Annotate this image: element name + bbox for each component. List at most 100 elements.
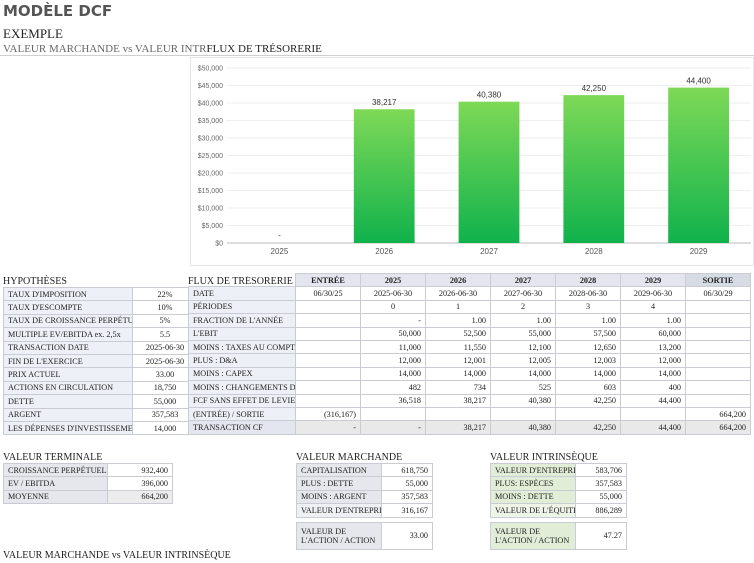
hypothesis-value[interactable]: 14,000 xyxy=(132,420,198,436)
cashflow-column-header: SORTIE xyxy=(685,272,751,288)
market-share-value-row: VALEUR DE L'ACTION / ACTION 33.00 xyxy=(296,522,433,550)
cashflow-cell: 13,200 xyxy=(620,339,686,355)
intrinsic-value-label: PLUS: ESPÈCES xyxy=(490,476,576,491)
cashflow-cell: 2028-06-30 xyxy=(555,286,621,301)
market-value-row: MOINS : ARGENT 357,583 xyxy=(296,489,433,505)
cashflow-cell: 12,000 xyxy=(620,353,686,368)
terminal-value-label: EV / EBITDA xyxy=(3,476,108,491)
hypothesis-label: TAUX D'IMPOSITION xyxy=(3,286,133,302)
cashflow-cell: 36,518 xyxy=(360,393,426,408)
intrinsic-value-label: VALEUR DE L'ÉQUITÉ xyxy=(490,503,576,518)
chart-y-tick-label: $5,000 xyxy=(202,223,224,230)
cashflow-cell: - xyxy=(360,420,426,435)
chart-data-label: 38,217 xyxy=(372,98,397,107)
terminal-value-row: EV / EBITDA 396,000 xyxy=(3,476,173,491)
cashflow-cell xyxy=(295,380,361,395)
cashflow-row-label: FCF SANS EFFET DE LEVIER xyxy=(188,393,296,408)
intrinsic-share-value-label: VALEUR DE L'ACTION / ACTION xyxy=(490,522,576,550)
chart-x-tick-label: 2027 xyxy=(480,247,498,256)
header-divider xyxy=(0,55,754,56)
cashflow-cell: 1.00 xyxy=(555,313,621,328)
cashflow-cell xyxy=(360,406,426,422)
chart-y-tick-label: $35,000 xyxy=(198,118,223,125)
cashflow-cell: 14,000 xyxy=(490,366,556,382)
cashflow-row: MOINS : TAXES AU COMPTANT11,00011,55012,… xyxy=(188,339,751,355)
page-title: MODÈLE DCF xyxy=(3,2,113,20)
hypotheses-title: HYPOTHÈSES xyxy=(3,276,67,287)
market-value-row: VALEUR D'ENTREPRISE316,167 xyxy=(296,503,433,518)
hypothesis-value[interactable]: 5% xyxy=(132,313,198,329)
market-share-value-label: VALEUR DE L'ACTION / ACTION xyxy=(296,522,382,550)
cashflow-cell: 38,217 xyxy=(425,420,491,435)
hypothesis-value[interactable]: 18,750 xyxy=(132,380,198,396)
cashflow-cell: 12,001 xyxy=(425,353,491,368)
hypothesis-label: TRANSACTION DATE xyxy=(3,340,133,355)
cashflow-cell: 1.00 xyxy=(490,313,556,328)
chart-data-label: 40,380 xyxy=(477,91,502,100)
cashflow-cell: 525 xyxy=(490,380,556,395)
market-share-value-table: VALEUR DE L'ACTION / ACTION 33.00 xyxy=(296,522,433,550)
hypothesis-row: ARGENT 357,583 xyxy=(3,407,198,422)
cashflow-cell: 2025-06-30 xyxy=(360,286,426,301)
cashflow-row: MOINS : CHANGEMENTS DANS LA CNO 482734525… xyxy=(188,380,751,395)
cashflow-cell: 12,003 xyxy=(555,353,621,368)
hypothesis-value[interactable]: 5.5 xyxy=(132,327,198,342)
intrinsic-share-value-table: VALEUR DE L'ACTION / ACTION 47.27 xyxy=(490,522,627,550)
intrinsic-share-value: 47.27 xyxy=(575,522,627,550)
chart-bar[interactable] xyxy=(353,109,415,243)
chart-x-tick-label: 2026 xyxy=(375,247,393,256)
intrinsic-value-label: VALEUR D'ENTREPRISE xyxy=(490,462,576,478)
terminal-value-amount: 396,000 xyxy=(107,476,173,491)
cashflow-row-label: FRACTION DE L'ANNÉE xyxy=(188,313,296,328)
cashflow-table: ENTRÉE 2025 2026 2027 2028 2029 SORTIE DATE 06/… xyxy=(188,272,751,435)
cashflow-cell xyxy=(620,406,686,422)
chart-x-tick-label: 2029 xyxy=(690,247,708,256)
cashflow-cell: 2026-06-30 xyxy=(425,286,491,301)
market-value-amount: 618,750 xyxy=(381,462,433,478)
cashflow-cell: 1 xyxy=(425,299,491,315)
cashflow-cell: 4 xyxy=(620,299,686,315)
cashflow-cell: 57,500 xyxy=(555,326,621,341)
hypothesis-row: PRIX ACTUEL 33.00 xyxy=(3,367,198,382)
cashflow-cell xyxy=(685,380,751,395)
cashflow-cell xyxy=(295,299,361,315)
cashflow-cell xyxy=(425,406,491,422)
cashflow-cell: 0 xyxy=(360,299,426,315)
cashflow-cell: 06/30/29 xyxy=(685,286,751,301)
cashflow-cell: 44,400 xyxy=(620,420,686,435)
cashflow-cell: 400 xyxy=(620,380,686,395)
terminal-value-label: CROISSANCE PERPÉTUELLE xyxy=(3,462,108,478)
cashflow-column-header: 2028 xyxy=(555,272,621,288)
cashflow-cell: 3 xyxy=(555,299,621,315)
hypothesis-row: TRANSACTION DATE 2025-06-30 xyxy=(3,340,198,355)
cashflow-cell: 12,005 xyxy=(490,353,556,368)
chart-bar[interactable] xyxy=(458,101,520,243)
chart-bar[interactable] xyxy=(668,87,729,243)
chart-bar[interactable] xyxy=(563,95,625,243)
hypothesis-label: FIN DE L'EXERCICE xyxy=(3,353,133,369)
hypothesis-row: ACTIONS EN CIRCULATION 18,750 xyxy=(3,380,198,396)
cashflow-row-label: MOINS : CHANGEMENTS DANS LA CNO xyxy=(188,380,296,395)
chart-y-tick-label: $10,000 xyxy=(198,206,223,213)
chart-x-tick-label: 2028 xyxy=(585,247,603,256)
cashflow-chart[interactable]: $0 $5,000 $10,000 $15,000 $20,000 $25,000 $30,… xyxy=(190,57,754,266)
intrinsic-value-title: VALEUR INTRINSÈQUE xyxy=(490,452,598,463)
chart-y-tick-label: $50,000 xyxy=(198,66,223,73)
cashflow-cell xyxy=(295,326,361,341)
hypothesis-value[interactable]: 357,583 xyxy=(132,407,198,422)
cashflow-cell: 12,100 xyxy=(490,339,556,355)
cashflow-cell: 42,250 xyxy=(555,420,621,435)
cashflow-cell: 44,400 xyxy=(620,393,686,408)
cashflow-cell: 2029-06-30 xyxy=(620,286,686,301)
terminal-value-row: MOYENNE 664,200 xyxy=(3,489,173,505)
hypothesis-label: DETTE xyxy=(3,394,133,409)
footer-section-title: VALEUR MARCHANDE vs VALEUR INTRINSÈQUE xyxy=(3,550,231,561)
hypothesis-row: TAUX D'IMPOSITION 22% xyxy=(3,286,198,302)
cashflow-cell: 55,000 xyxy=(490,326,556,341)
cashflow-row-label: L'EBIT xyxy=(188,326,296,341)
chart-y-tick-label: $30,000 xyxy=(198,136,223,143)
terminal-value-label: MOYENNE xyxy=(3,489,108,505)
cashflow-row: PÉRIODES 0 1 2 3 4 xyxy=(188,299,751,315)
hypothesis-value[interactable]: 2025-06-30 xyxy=(132,353,198,369)
hypothesis-value[interactable]: 33.00 xyxy=(132,367,198,382)
